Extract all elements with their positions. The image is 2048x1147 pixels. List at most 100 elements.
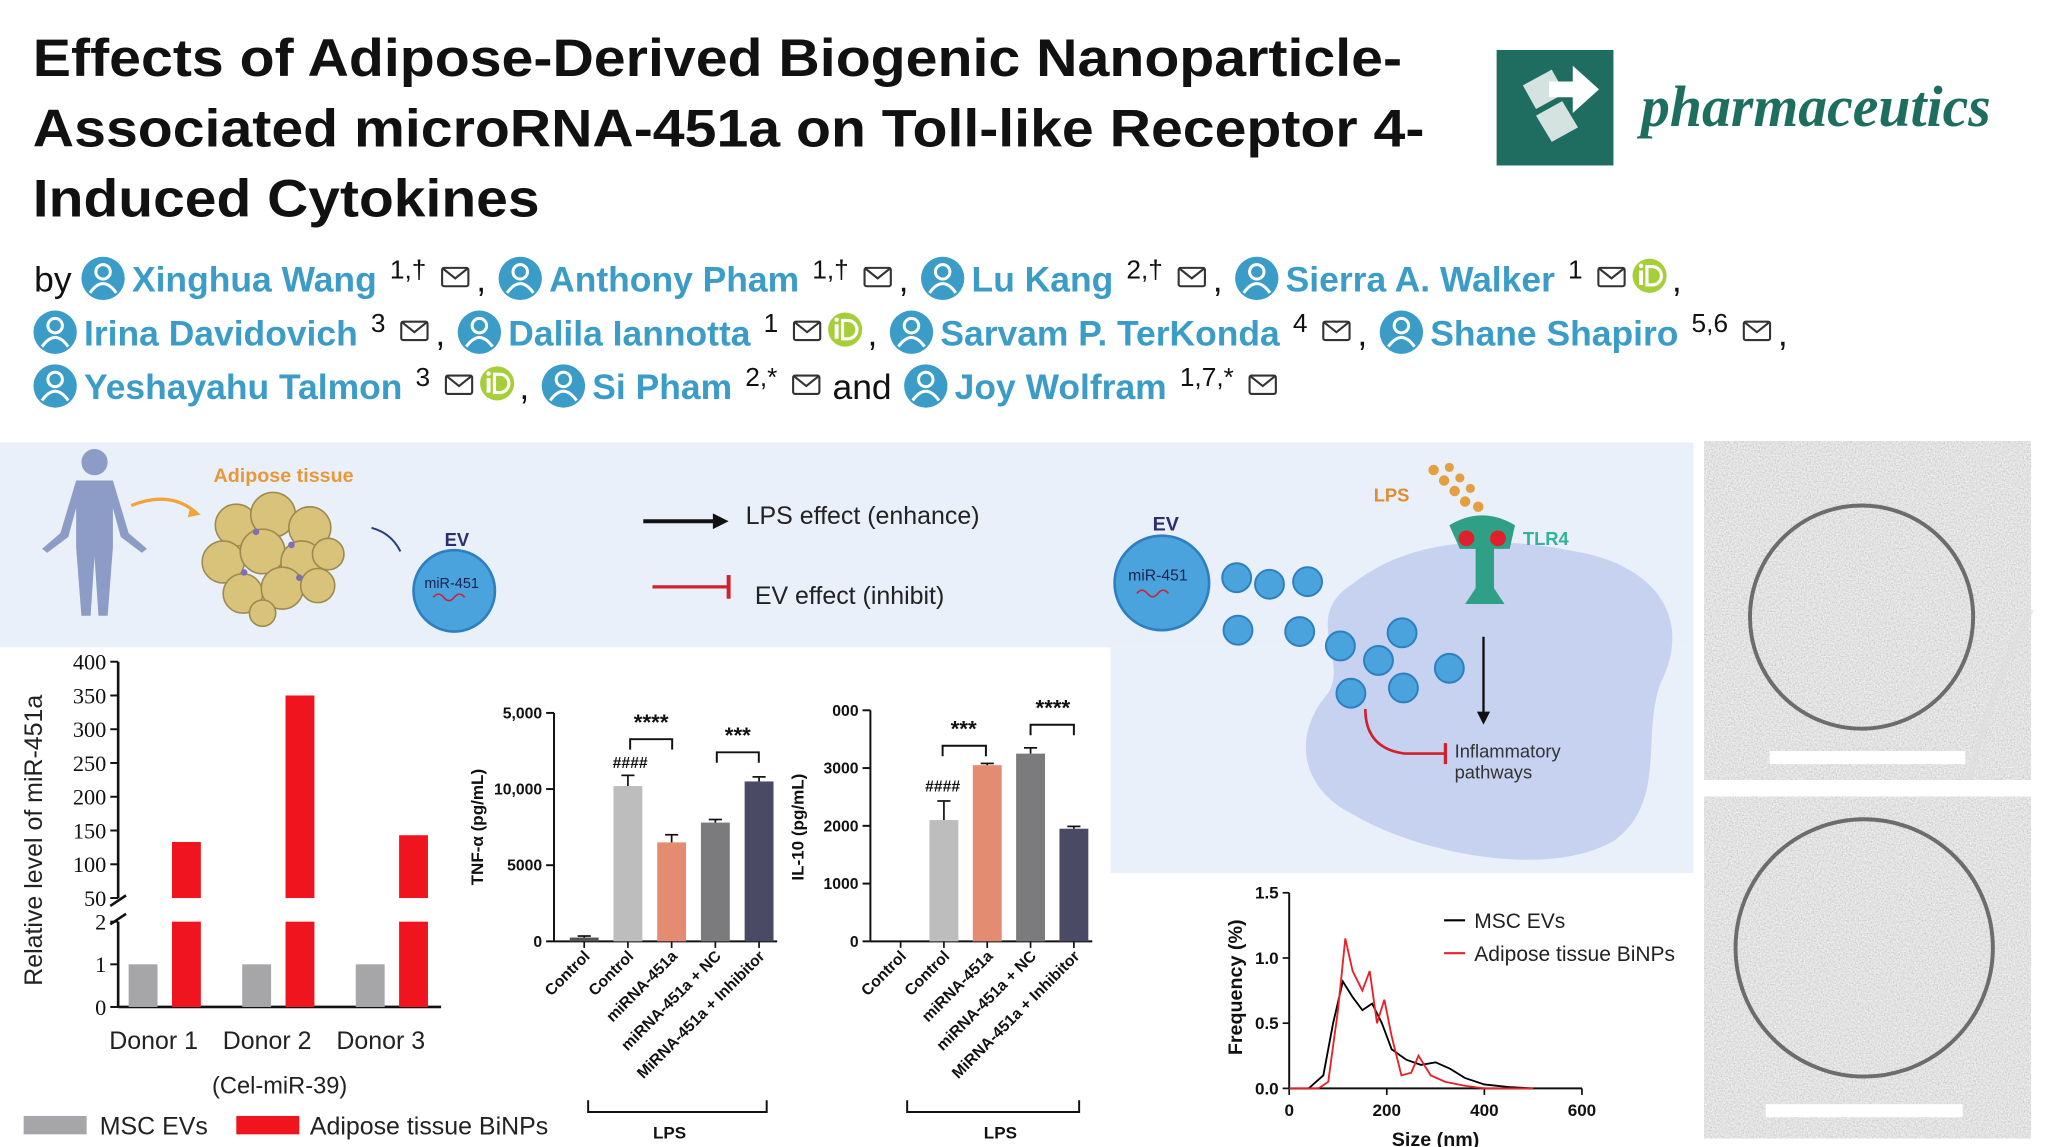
y-tick-label: 100 bbox=[73, 852, 106, 877]
byline-separator: , bbox=[1778, 313, 1788, 353]
arrow bbox=[371, 526, 402, 552]
significance-label: *** bbox=[725, 723, 751, 748]
receptor-site bbox=[1490, 530, 1506, 547]
email-icon bbox=[400, 320, 429, 342]
bar bbox=[285, 695, 315, 899]
email-icon-flap bbox=[1743, 320, 1771, 334]
orcid-i-dot bbox=[834, 317, 839, 322]
y-tick-label: 1.0 bbox=[1255, 949, 1279, 968]
micrographs bbox=[1704, 441, 2034, 1139]
author-name: Dalila Iannotta bbox=[508, 313, 750, 353]
adipose-nuclei bbox=[240, 528, 303, 581]
bar bbox=[657, 842, 687, 942]
author-name: Shane Shapiro bbox=[1430, 313, 1678, 353]
orcid-icon bbox=[828, 312, 863, 347]
byline-separator: , bbox=[1213, 260, 1223, 300]
email-icon-flap bbox=[792, 374, 821, 388]
x-tick-label: Control bbox=[858, 948, 910, 1000]
author-icon-head bbox=[933, 263, 952, 281]
y-axis-label: TNF-α (pg/mL) bbox=[468, 769, 487, 886]
author-icon bbox=[81, 256, 125, 301]
author-icon bbox=[889, 310, 934, 354]
email-icon-body bbox=[441, 266, 470, 288]
y-tick-label: 1000 bbox=[824, 876, 859, 893]
paper-title: Induced Cytokines bbox=[33, 170, 540, 229]
legend-label: Adipose tissue BiNPs bbox=[310, 1112, 548, 1140]
author-affiliation: 1,7,* bbox=[1180, 362, 1234, 392]
orcid-d bbox=[492, 372, 511, 395]
orcid-i bbox=[1639, 270, 1644, 285]
y-tick-label: 1.5 bbox=[1255, 884, 1279, 903]
bar bbox=[355, 964, 385, 1007]
author-icon bbox=[33, 364, 77, 408]
email-icon-flap bbox=[1248, 374, 1277, 388]
author-icon-head bbox=[46, 370, 64, 389]
author-icon bbox=[1235, 256, 1279, 301]
legend-label: MSC EVs bbox=[1474, 910, 1565, 933]
y-tick-label: 0 bbox=[533, 934, 542, 951]
author-affiliation: 3 bbox=[371, 308, 386, 338]
significance-label: *** bbox=[951, 717, 977, 742]
author-icon-head bbox=[917, 370, 935, 389]
author-name: Si Pham bbox=[592, 367, 732, 407]
target-label: Inflammatory bbox=[1455, 741, 1562, 762]
y-tick-label: 200 bbox=[73, 785, 106, 810]
email-icon-body bbox=[1177, 266, 1206, 288]
bar bbox=[929, 820, 959, 942]
legend-label: MSC EVs bbox=[100, 1112, 208, 1140]
adipose-cluster bbox=[201, 491, 345, 628]
orcid-i-dot bbox=[486, 371, 491, 376]
x-axis-label: (Cel-miR-39) bbox=[212, 1074, 347, 1100]
y-tick-label: 1 bbox=[95, 952, 106, 977]
paper-title: Associated microRNA-451a on Toll-like Re… bbox=[33, 99, 1425, 158]
author-icon-body bbox=[88, 282, 118, 294]
author-icon-body bbox=[897, 335, 926, 348]
bar bbox=[613, 786, 643, 942]
bar bbox=[171, 841, 201, 899]
author-affiliation: 2,† bbox=[1126, 254, 1163, 284]
significance-bracket bbox=[941, 744, 987, 757]
significance-bracket bbox=[1029, 723, 1075, 736]
significance-bracket bbox=[629, 738, 674, 750]
author-icon-head bbox=[46, 316, 64, 335]
x-tick-label: 400 bbox=[1470, 1101, 1498, 1120]
x-tick-label: Donor 2 bbox=[223, 1027, 312, 1055]
legend-swatch bbox=[236, 1115, 300, 1135]
legend-text: LPS effect (enhance) bbox=[746, 502, 980, 530]
email-icon-body bbox=[1322, 320, 1351, 342]
human-silhouette bbox=[42, 449, 148, 616]
email-icon-body bbox=[1248, 374, 1277, 395]
bar bbox=[700, 822, 730, 942]
y-tick-label: 0 bbox=[850, 934, 859, 951]
email-icon-flap bbox=[1597, 267, 1626, 280]
x-tick-label: 600 bbox=[1568, 1101, 1596, 1120]
header: pharmaceutics bbox=[1496, 49, 1991, 166]
author-name: Xinghua Wang bbox=[132, 260, 377, 300]
x-tick-label: Donor 1 bbox=[109, 1027, 198, 1055]
bar bbox=[128, 964, 158, 1007]
email-icon-body bbox=[1597, 266, 1626, 288]
bar bbox=[399, 921, 428, 1007]
author-icon-body bbox=[549, 389, 578, 402]
x-tick-label: Control bbox=[542, 948, 594, 1000]
author-icon bbox=[498, 256, 542, 301]
inhibit-line bbox=[1364, 708, 1445, 755]
scale-bar bbox=[1769, 750, 1966, 765]
y-tick-label: 250 bbox=[73, 751, 106, 776]
y-axis-label: IL-10 (pg/mL) bbox=[788, 774, 807, 881]
email-icon bbox=[1177, 266, 1206, 288]
email-icon-flap bbox=[863, 267, 892, 280]
email-icon-body bbox=[792, 374, 821, 395]
y-axis-label: Frequency (%) bbox=[1225, 919, 1247, 1055]
ev-label: EV bbox=[445, 529, 470, 550]
y-tick-label: 350 bbox=[73, 683, 106, 708]
email-icon-body bbox=[792, 320, 822, 342]
author-icon bbox=[904, 364, 948, 408]
lps-molecule bbox=[1428, 462, 1484, 513]
byline-separator: , bbox=[519, 367, 529, 407]
author-name: Joy Wolfram bbox=[955, 367, 1167, 407]
target-label: pathways bbox=[1455, 762, 1533, 783]
orcid-icon bbox=[480, 366, 515, 401]
bar bbox=[242, 964, 272, 1007]
